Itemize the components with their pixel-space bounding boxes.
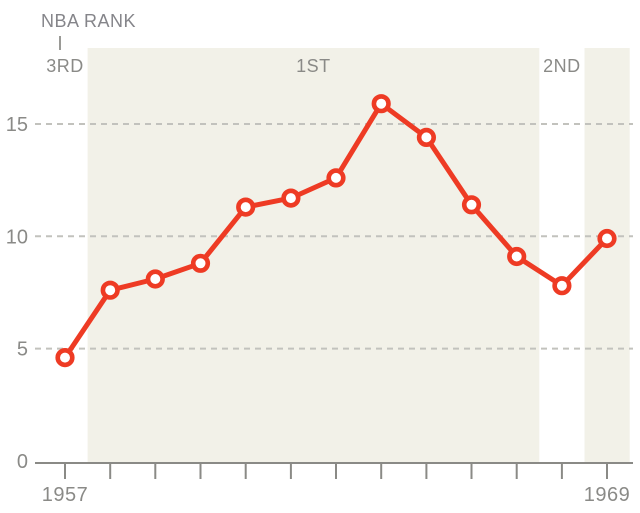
data-point bbox=[371, 94, 391, 114]
gridlines-layer bbox=[35, 123, 633, 350]
data-point bbox=[507, 246, 527, 267]
x-ticks-layer bbox=[64, 464, 608, 479]
y-axis-label: 15 bbox=[6, 114, 28, 136]
rank-band-label: 2ND bbox=[543, 56, 581, 76]
y-axis-label: 0 bbox=[17, 451, 28, 473]
rank-band-label: 1ST bbox=[296, 56, 331, 76]
x-axis-labels-layer: 1957 1969 bbox=[42, 484, 631, 506]
data-point bbox=[281, 188, 301, 208]
rank-band-label: 3RD bbox=[46, 56, 84, 76]
rank-labels-layer: 3RD 1ST 2ND bbox=[46, 56, 580, 76]
y-axis-label: 10 bbox=[6, 226, 28, 248]
x-axis-label: 1969 bbox=[584, 484, 631, 506]
rank-bands-layer bbox=[87, 48, 630, 462]
data-point bbox=[597, 228, 617, 249]
data-point bbox=[236, 197, 256, 217]
data-point bbox=[416, 127, 437, 147]
data-point bbox=[145, 269, 165, 289]
data-point bbox=[461, 195, 482, 215]
chart-title: NBA RANK bbox=[41, 11, 137, 31]
rank-band bbox=[87, 48, 540, 462]
data-point bbox=[100, 280, 120, 300]
title-pointer-tick bbox=[59, 36, 61, 50]
data-point bbox=[326, 168, 346, 188]
y-axis-label: 5 bbox=[17, 339, 28, 361]
x-axis-label: 1957 bbox=[42, 484, 89, 506]
data-point bbox=[55, 348, 75, 368]
y-axis-labels-layer: 0 5 10 15 bbox=[6, 114, 28, 473]
data-points-layer bbox=[55, 94, 617, 368]
data-point bbox=[552, 276, 572, 296]
data-point bbox=[190, 253, 211, 273]
